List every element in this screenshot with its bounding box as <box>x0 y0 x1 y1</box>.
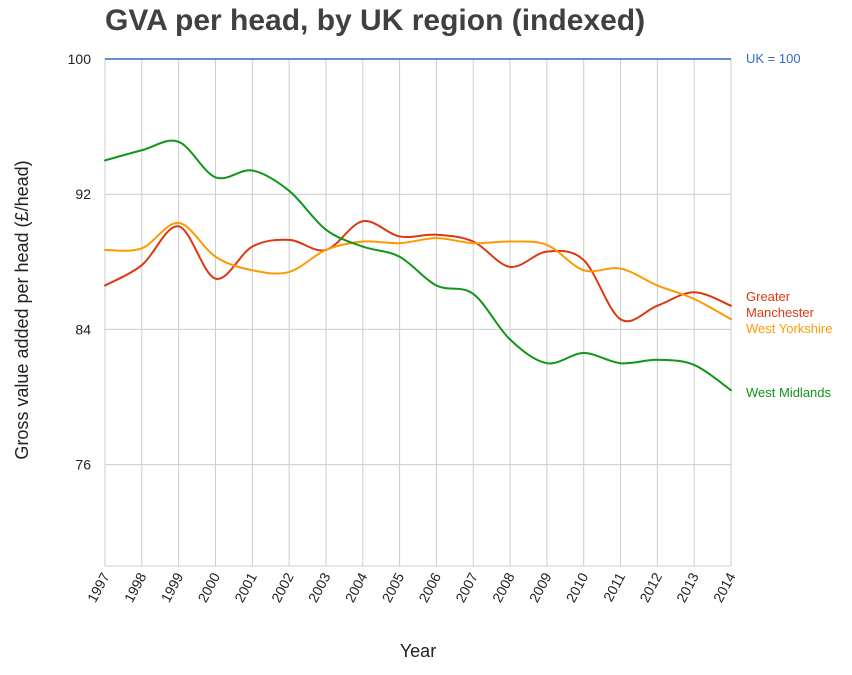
reference-line-group: UK = 100 <box>105 51 801 66</box>
series-lines <box>104 139 732 392</box>
series-line-west-midlands <box>104 139 732 392</box>
x-tick-label: 1998 <box>121 570 150 605</box>
series-label-greater-manchester: Manchester <box>746 305 815 320</box>
y-tick-label: 100 <box>68 51 92 67</box>
chart-title: GVA per head, by UK region (indexed) <box>105 4 646 37</box>
x-tick-label: 2002 <box>268 570 297 605</box>
y-tick-label: 84 <box>75 321 91 337</box>
series-label-west-yorkshire: West Yorkshire <box>746 321 832 336</box>
y-tick-label: 92 <box>75 186 91 202</box>
gridlines <box>104 59 732 567</box>
x-tick-label: 2009 <box>526 570 555 605</box>
series-line-west-yorkshire <box>104 221 732 321</box>
x-tick-label: 2010 <box>563 570 592 605</box>
x-tick-label: 2004 <box>342 570 371 605</box>
x-axis-label: Year <box>400 641 436 661</box>
x-tick-label: 2011 <box>600 570 628 604</box>
x-tick-label: 2003 <box>305 570 334 605</box>
x-tick-label: 2005 <box>378 570 407 605</box>
y-tick-label: 76 <box>75 457 91 473</box>
x-tick-label: 2013 <box>673 570 702 605</box>
x-tick-label: 2006 <box>415 570 444 605</box>
x-tick-label: 2007 <box>452 570 481 605</box>
x-tick-label: 1999 <box>158 570 187 605</box>
reference-line-label: UK = 100 <box>746 51 801 66</box>
x-tick-label: 1997 <box>84 570 113 605</box>
x-tick-label: 2008 <box>489 570 518 605</box>
x-tick-label: 2001 <box>231 570 260 605</box>
series-label-west-midlands: West Midlands <box>746 385 832 400</box>
series-line-greater-manchester <box>104 220 732 323</box>
y-axis-label: Gross value added per head (£/head) <box>12 160 32 459</box>
x-axis-ticks: 1997 1998 1999 2000 2001 2002 2003 2004 2005 2006… <box>84 570 739 605</box>
x-tick-label: 2000 <box>194 570 223 605</box>
x-tick-label: 2014 <box>710 570 739 605</box>
y-axis-ticks: 76 84 92 100 <box>68 51 92 473</box>
series-label-greater-manchester: Greater <box>746 289 791 304</box>
x-tick-label: 2012 <box>636 570 665 605</box>
